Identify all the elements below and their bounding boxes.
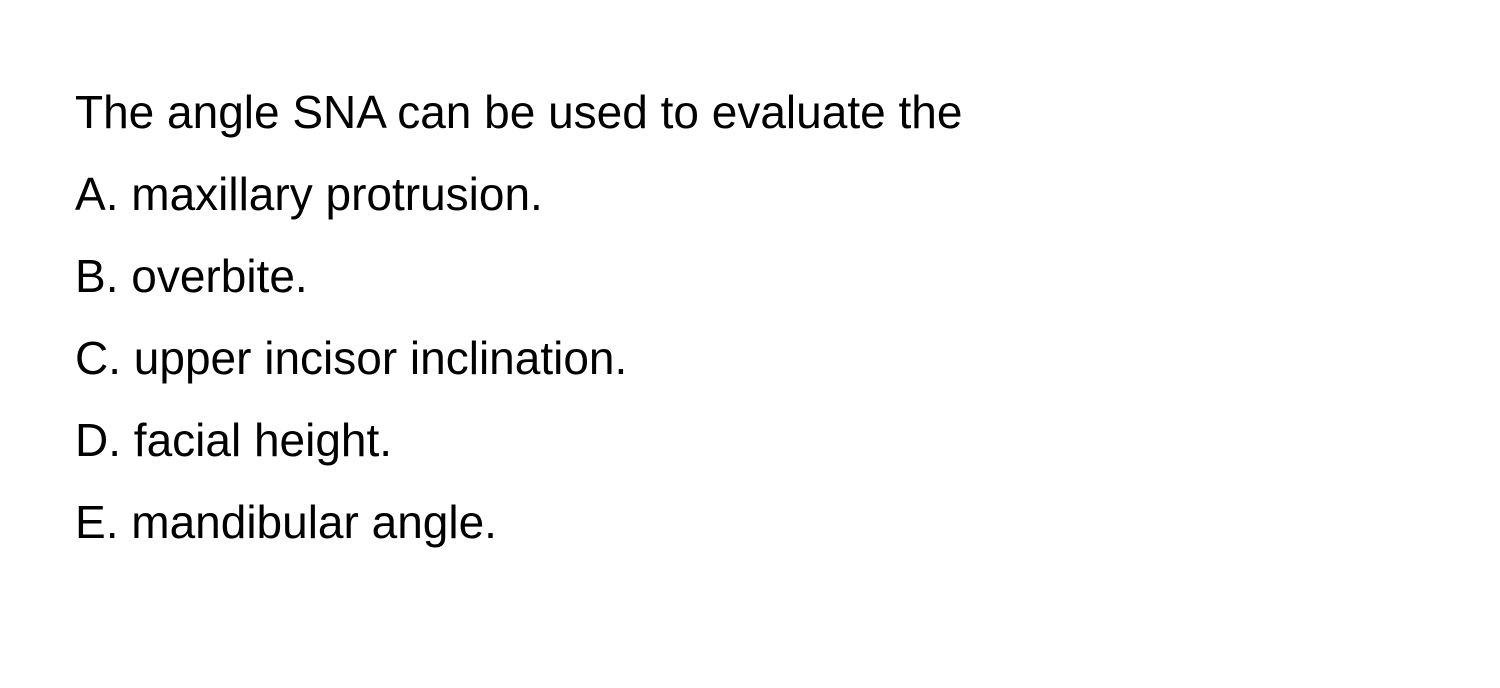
option-b-letter: B [75, 250, 106, 302]
question-stem: The angle SNA can be used to evaluate th… [75, 85, 1425, 139]
option-b: B. overbite. [75, 249, 1425, 303]
question-container: The angle SNA can be used to evaluate th… [75, 85, 1425, 549]
option-e-text: mandibular angle. [131, 496, 497, 548]
option-d: D. facial height. [75, 413, 1425, 467]
option-c: C. upper incisor inclination. [75, 331, 1425, 385]
option-e: E. mandibular angle. [75, 495, 1425, 549]
option-b-text: overbite. [131, 250, 307, 302]
option-d-letter: D [75, 414, 108, 466]
option-c-text: upper incisor inclination. [134, 332, 628, 384]
option-a-text: maxillary protrusion. [131, 168, 543, 220]
option-a: A. maxillary protrusion. [75, 167, 1425, 221]
option-d-text: facial height. [134, 414, 392, 466]
option-a-letter: A [75, 168, 106, 220]
option-c-letter: C [75, 332, 108, 384]
option-e-letter: E [75, 496, 106, 548]
